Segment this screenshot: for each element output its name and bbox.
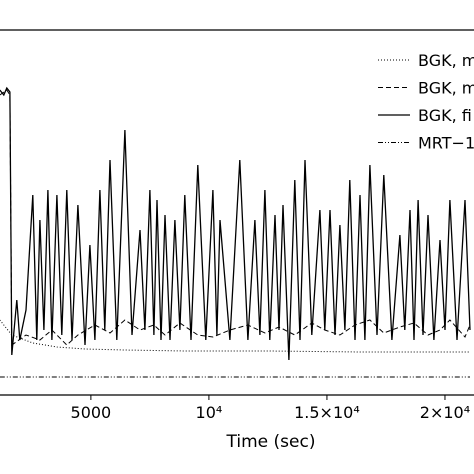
x-tick-label: 2×10⁴ [420,403,470,422]
x-tick-label: 10⁴ [196,403,223,422]
legend-label: BGK, m [418,51,474,70]
legend-label: BGK, m [418,79,474,98]
x-tick-label: 1.5×10⁴ [294,403,360,422]
legend-label: BGK, fi [418,106,472,125]
series-line [0,86,471,361]
series-line [0,89,471,346]
legend-label: MRT−1 [418,134,474,153]
series-line [0,319,470,353]
x-axis-label: Time (sec) [226,432,316,452]
x-tick-label: 5000 [71,403,112,422]
